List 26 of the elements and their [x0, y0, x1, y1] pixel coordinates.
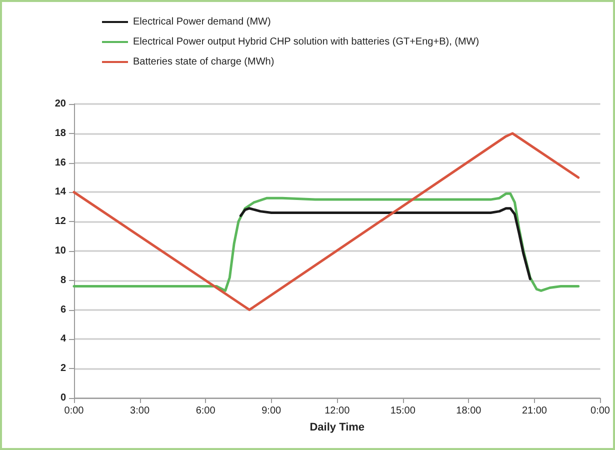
x-tick-label: 9:00: [262, 406, 282, 416]
line-series: [239, 207, 532, 280]
y-tick-label: 4: [60, 334, 66, 345]
x-tick-label: 18:00: [456, 406, 482, 416]
y-tick-label: 0: [60, 392, 66, 404]
x-tick-label: 3:00: [130, 406, 150, 416]
x-tick-label: 15:00: [390, 406, 416, 416]
y-tick-label: 14: [54, 186, 66, 198]
y-tick-label: 10: [54, 246, 66, 256]
y-tick-label: 8: [60, 274, 66, 286]
x-tick-label: 0:00: [590, 406, 610, 416]
y-tick-label: 12: [54, 216, 66, 228]
y-tick-label: 16: [54, 157, 66, 168]
y-tick-label: 6: [60, 304, 66, 316]
legend-label: Batteries state of charge (MWh): [133, 56, 274, 68]
y-tick-label: 18: [54, 128, 66, 139]
x-tick-label: 12:00: [324, 406, 350, 416]
line-series: [72, 132, 580, 312]
y-tick-label: 20: [54, 98, 66, 110]
x-tick-label: 21:00: [522, 406, 548, 416]
x-tick-label: 6:00: [196, 406, 216, 416]
legend-label: Electrical Power output Hybrid CHP solution with batteries (GT+Eng+B), (MW): [133, 36, 480, 48]
x-axis-title: Daily Time: [310, 422, 365, 434]
x-tick-label: 0:00: [64, 406, 84, 416]
legend-label: Electrical Power demand (MW): [133, 16, 271, 28]
y-tick-label: 2: [60, 363, 66, 374]
